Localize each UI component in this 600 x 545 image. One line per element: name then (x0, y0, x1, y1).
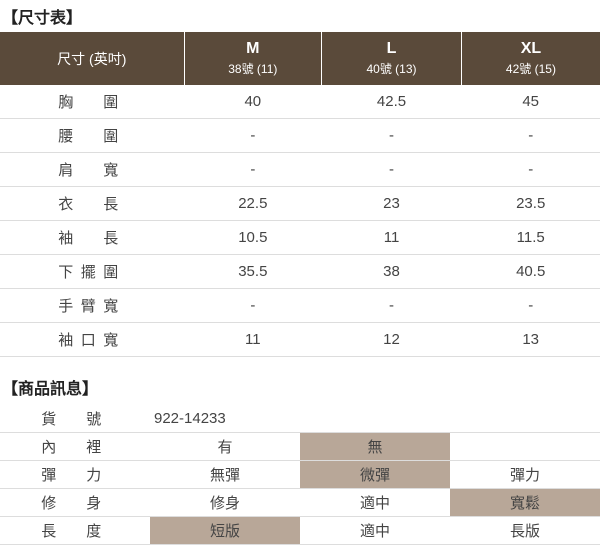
cell-value: 23.5 (461, 187, 600, 221)
col-sub: 42號 (15) (466, 60, 596, 77)
cell-value: 無彈 (150, 461, 300, 489)
cell-value: 40 (184, 85, 322, 119)
cell-value: 11 (322, 221, 462, 255)
table-row: 內 裡有無 (0, 433, 600, 461)
row-label: 貨 號 (0, 405, 150, 433)
cell-value: - (184, 153, 322, 187)
cell-value: 22.5 (184, 187, 322, 221)
row-label: 肩 寬 (0, 153, 184, 187)
size-section-title: 【尺寸表】 (0, 0, 600, 32)
table-row: 胸 圍4042.545 (0, 85, 600, 119)
cell-value: 彈力 (450, 461, 600, 489)
row-label: 腰 圍 (0, 119, 184, 153)
cell-value: 微彈 (300, 461, 450, 489)
size-header-label: 尺寸 (英吋) (0, 32, 184, 85)
cell-value: 23 (322, 187, 462, 221)
size-header-col-l: L 40號 (13) (322, 32, 462, 85)
cell-value: - (184, 119, 322, 153)
row-label: 長 度 (0, 517, 150, 545)
row-label: 內 裡 (0, 433, 150, 461)
cell-value: 12 (322, 323, 462, 357)
table-row: 彈 力無彈微彈彈力 (0, 461, 600, 489)
cell-value: 42.5 (322, 85, 462, 119)
size-table: 尺寸 (英吋) M 38號 (11) L 40號 (13) XL 42號 (15… (0, 32, 600, 357)
row-label: 手臂寬 (0, 289, 184, 323)
row-label: 衣 長 (0, 187, 184, 221)
cell-value: 38 (322, 255, 462, 289)
col-main: XL (466, 40, 596, 58)
cell-value: 修身 (150, 489, 300, 517)
table-row: 手臂寬--- (0, 289, 600, 323)
cell-value: 922-14233 (150, 405, 600, 433)
cell-value: 35.5 (184, 255, 322, 289)
table-row: 貨 號922-14233 (0, 405, 600, 433)
cell-value: 13 (461, 323, 600, 357)
col-sub: 40號 (13) (326, 60, 457, 77)
cell-value: 有 (150, 433, 300, 461)
cell-value: 10.5 (184, 221, 322, 255)
cell-value: - (461, 153, 600, 187)
cell-value: 40.5 (461, 255, 600, 289)
cell-value: 長版 (450, 517, 600, 545)
info-table-body: 貨 號922-14233內 裡有無彈 力無彈微彈彈力修 身修身適中寬鬆長 度短版… (0, 405, 600, 545)
col-sub: 38號 (11) (189, 60, 318, 77)
row-label: 袖口寬 (0, 323, 184, 357)
cell-value: 適中 (300, 489, 450, 517)
cell-value: 適中 (300, 517, 450, 545)
cell-value (450, 433, 600, 461)
cell-value: - (461, 119, 600, 153)
table-row: 腰 圍--- (0, 119, 600, 153)
cell-value: 寬鬆 (450, 489, 600, 517)
size-header-col-xl: XL 42號 (15) (461, 32, 600, 85)
cell-value: - (461, 289, 600, 323)
col-main: L (326, 40, 457, 58)
cell-value: - (322, 289, 462, 323)
table-row: 袖 長10.51111.5 (0, 221, 600, 255)
cell-value: 45 (461, 85, 600, 119)
cell-value: 11.5 (461, 221, 600, 255)
cell-value: 11 (184, 323, 322, 357)
table-row: 長 度短版適中長版 (0, 517, 600, 545)
size-table-body: 胸 圍4042.545腰 圍---肩 寬---衣 長22.52323.5袖 長1… (0, 85, 600, 357)
table-row: 衣 長22.52323.5 (0, 187, 600, 221)
row-label: 彈 力 (0, 461, 150, 489)
info-table: 貨 號922-14233內 裡有無彈 力無彈微彈彈力修 身修身適中寬鬆長 度短版… (0, 405, 600, 545)
row-label: 下擺圍 (0, 255, 184, 289)
size-header-col-m: M 38號 (11) (184, 32, 322, 85)
row-label: 修 身 (0, 489, 150, 517)
table-row: 下擺圍35.53840.5 (0, 255, 600, 289)
cell-value: - (184, 289, 322, 323)
table-row: 袖口寬111213 (0, 323, 600, 357)
cell-value: 無 (300, 433, 450, 461)
cell-value: 短版 (150, 517, 300, 545)
table-row: 肩 寬--- (0, 153, 600, 187)
row-label: 胸 圍 (0, 85, 184, 119)
col-main: M (189, 40, 318, 58)
table-row: 修 身修身適中寬鬆 (0, 489, 600, 517)
cell-value: - (322, 119, 462, 153)
cell-value: - (322, 153, 462, 187)
info-section-title: 【商品訊息】 (0, 371, 600, 403)
row-label: 袖 長 (0, 221, 184, 255)
